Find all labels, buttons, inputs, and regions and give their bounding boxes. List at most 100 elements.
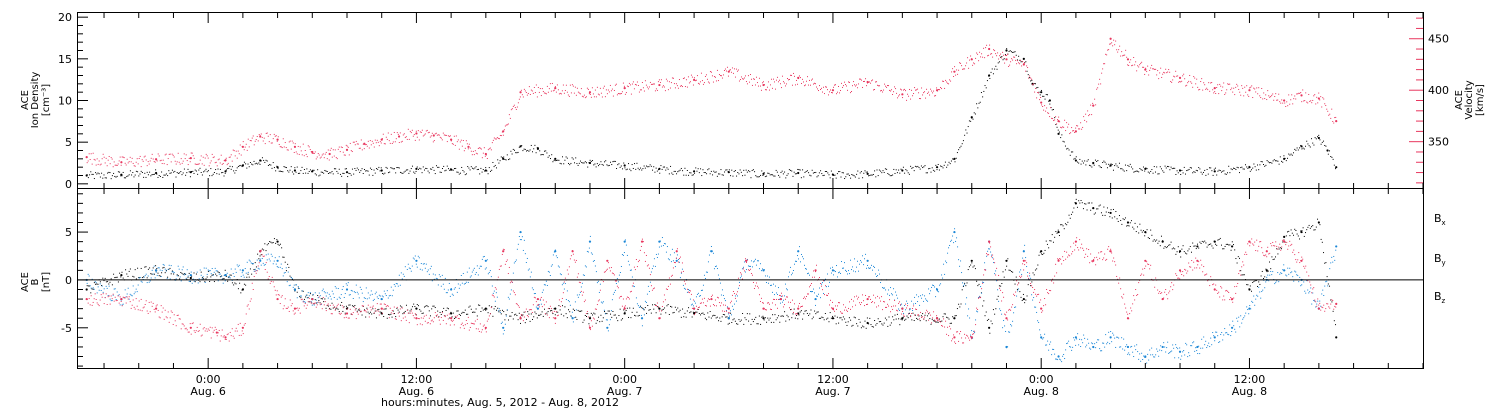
velocity-sample	[1128, 65, 1130, 67]
bx-sample	[1210, 243, 1212, 245]
bx-sample	[471, 311, 473, 313]
bz-point	[1057, 259, 1060, 262]
ion-density-sample	[641, 169, 643, 171]
ion-density-sample	[315, 174, 317, 176]
by-sample	[197, 282, 199, 284]
ion-density-sample	[751, 170, 753, 172]
ion-density-sample	[1195, 169, 1197, 171]
ion-density-sample	[1098, 165, 1100, 167]
by-sample	[329, 295, 331, 297]
by-sample	[300, 295, 302, 297]
velocity-sample	[152, 158, 154, 160]
bx-sample	[421, 312, 423, 314]
by-sample	[981, 292, 983, 294]
velocity-point	[397, 135, 401, 138]
by-sample	[278, 256, 280, 258]
velocity-sample	[1118, 49, 1120, 51]
velocity-sample	[815, 86, 817, 88]
bz-sample	[103, 303, 105, 305]
velocity-sample	[899, 94, 901, 96]
bx-sample	[696, 311, 698, 313]
velocity-sample	[1086, 121, 1088, 123]
bx-sample	[632, 307, 634, 309]
ion-density-sample	[920, 165, 922, 167]
velocity-sample	[519, 96, 521, 98]
by-sample	[244, 268, 246, 270]
bx-sample	[677, 307, 679, 309]
bz-sample	[108, 295, 110, 297]
bx-sample	[1051, 234, 1053, 236]
by-sample	[787, 276, 789, 278]
velocity-sample	[787, 79, 789, 81]
bx-sample	[1154, 240, 1156, 242]
velocity-sample	[678, 79, 680, 81]
ion-density-sample	[678, 170, 680, 172]
bx-sample	[409, 310, 411, 312]
velocity-sample	[437, 134, 439, 136]
by-sample	[1257, 295, 1259, 297]
velocity-sample	[835, 84, 837, 86]
velocity-sample	[95, 164, 97, 166]
velocity-sample	[111, 158, 113, 160]
velocity-sample	[1235, 86, 1237, 88]
velocity-sample	[812, 83, 814, 85]
bx-sample	[1242, 274, 1244, 276]
velocity-sample	[1234, 94, 1236, 96]
by-sample	[711, 250, 713, 252]
bx-sample	[380, 311, 382, 313]
ion-density-sample	[1235, 169, 1237, 171]
velocity-sample	[368, 147, 370, 149]
by-sample	[1278, 281, 1280, 283]
velocity-sample	[398, 142, 400, 144]
ion-density-sample	[826, 171, 828, 173]
bx-sample	[869, 317, 871, 319]
velocity-sample	[602, 87, 604, 89]
velocity-sample	[840, 90, 842, 92]
by-sample	[746, 258, 748, 260]
bx-sample	[374, 310, 376, 312]
by-sample	[521, 236, 523, 238]
ion-density-sample	[325, 170, 327, 172]
velocity-sample	[568, 95, 570, 97]
velocity-sample	[267, 135, 269, 137]
ion-density-sample	[1205, 174, 1207, 176]
ion-density-sample	[389, 171, 391, 173]
bx-sample	[766, 321, 768, 323]
bx-sample	[1151, 234, 1153, 236]
ion-density-sample	[545, 150, 547, 152]
bx-point	[1178, 250, 1182, 253]
by-sample	[94, 280, 96, 282]
ion-density-sample	[185, 174, 187, 176]
bx-sample	[1150, 229, 1152, 231]
velocity-sample	[742, 78, 744, 80]
velocity-sample	[174, 160, 176, 162]
velocity-sample	[1185, 85, 1187, 87]
velocity-sample	[655, 88, 657, 90]
velocity-sample	[1099, 78, 1101, 80]
velocity-sample	[350, 150, 352, 152]
velocity-sample	[856, 84, 858, 86]
by-sample	[605, 319, 607, 321]
bx-sample	[155, 265, 157, 267]
by-sample	[873, 265, 875, 267]
bx-sample	[1229, 244, 1231, 246]
velocity-sample	[435, 132, 437, 134]
bx-sample	[1073, 207, 1075, 209]
ion-density-sample	[599, 163, 601, 165]
bx-sample	[1140, 229, 1142, 231]
velocity-sample	[695, 79, 697, 81]
by-sample	[1335, 249, 1337, 251]
bx-sample	[710, 317, 712, 319]
by-sample	[684, 288, 686, 290]
by-sample	[665, 251, 667, 253]
bz-sample	[188, 331, 190, 333]
by-sample	[916, 294, 918, 296]
bx-sample	[580, 310, 582, 312]
bx-sample	[640, 305, 642, 307]
by-sample	[448, 282, 450, 284]
velocity-sample	[233, 150, 235, 152]
by-sample	[794, 260, 796, 262]
ion-density-sample	[1245, 164, 1247, 166]
by-sample	[402, 273, 404, 275]
velocity-sample	[1244, 86, 1246, 88]
